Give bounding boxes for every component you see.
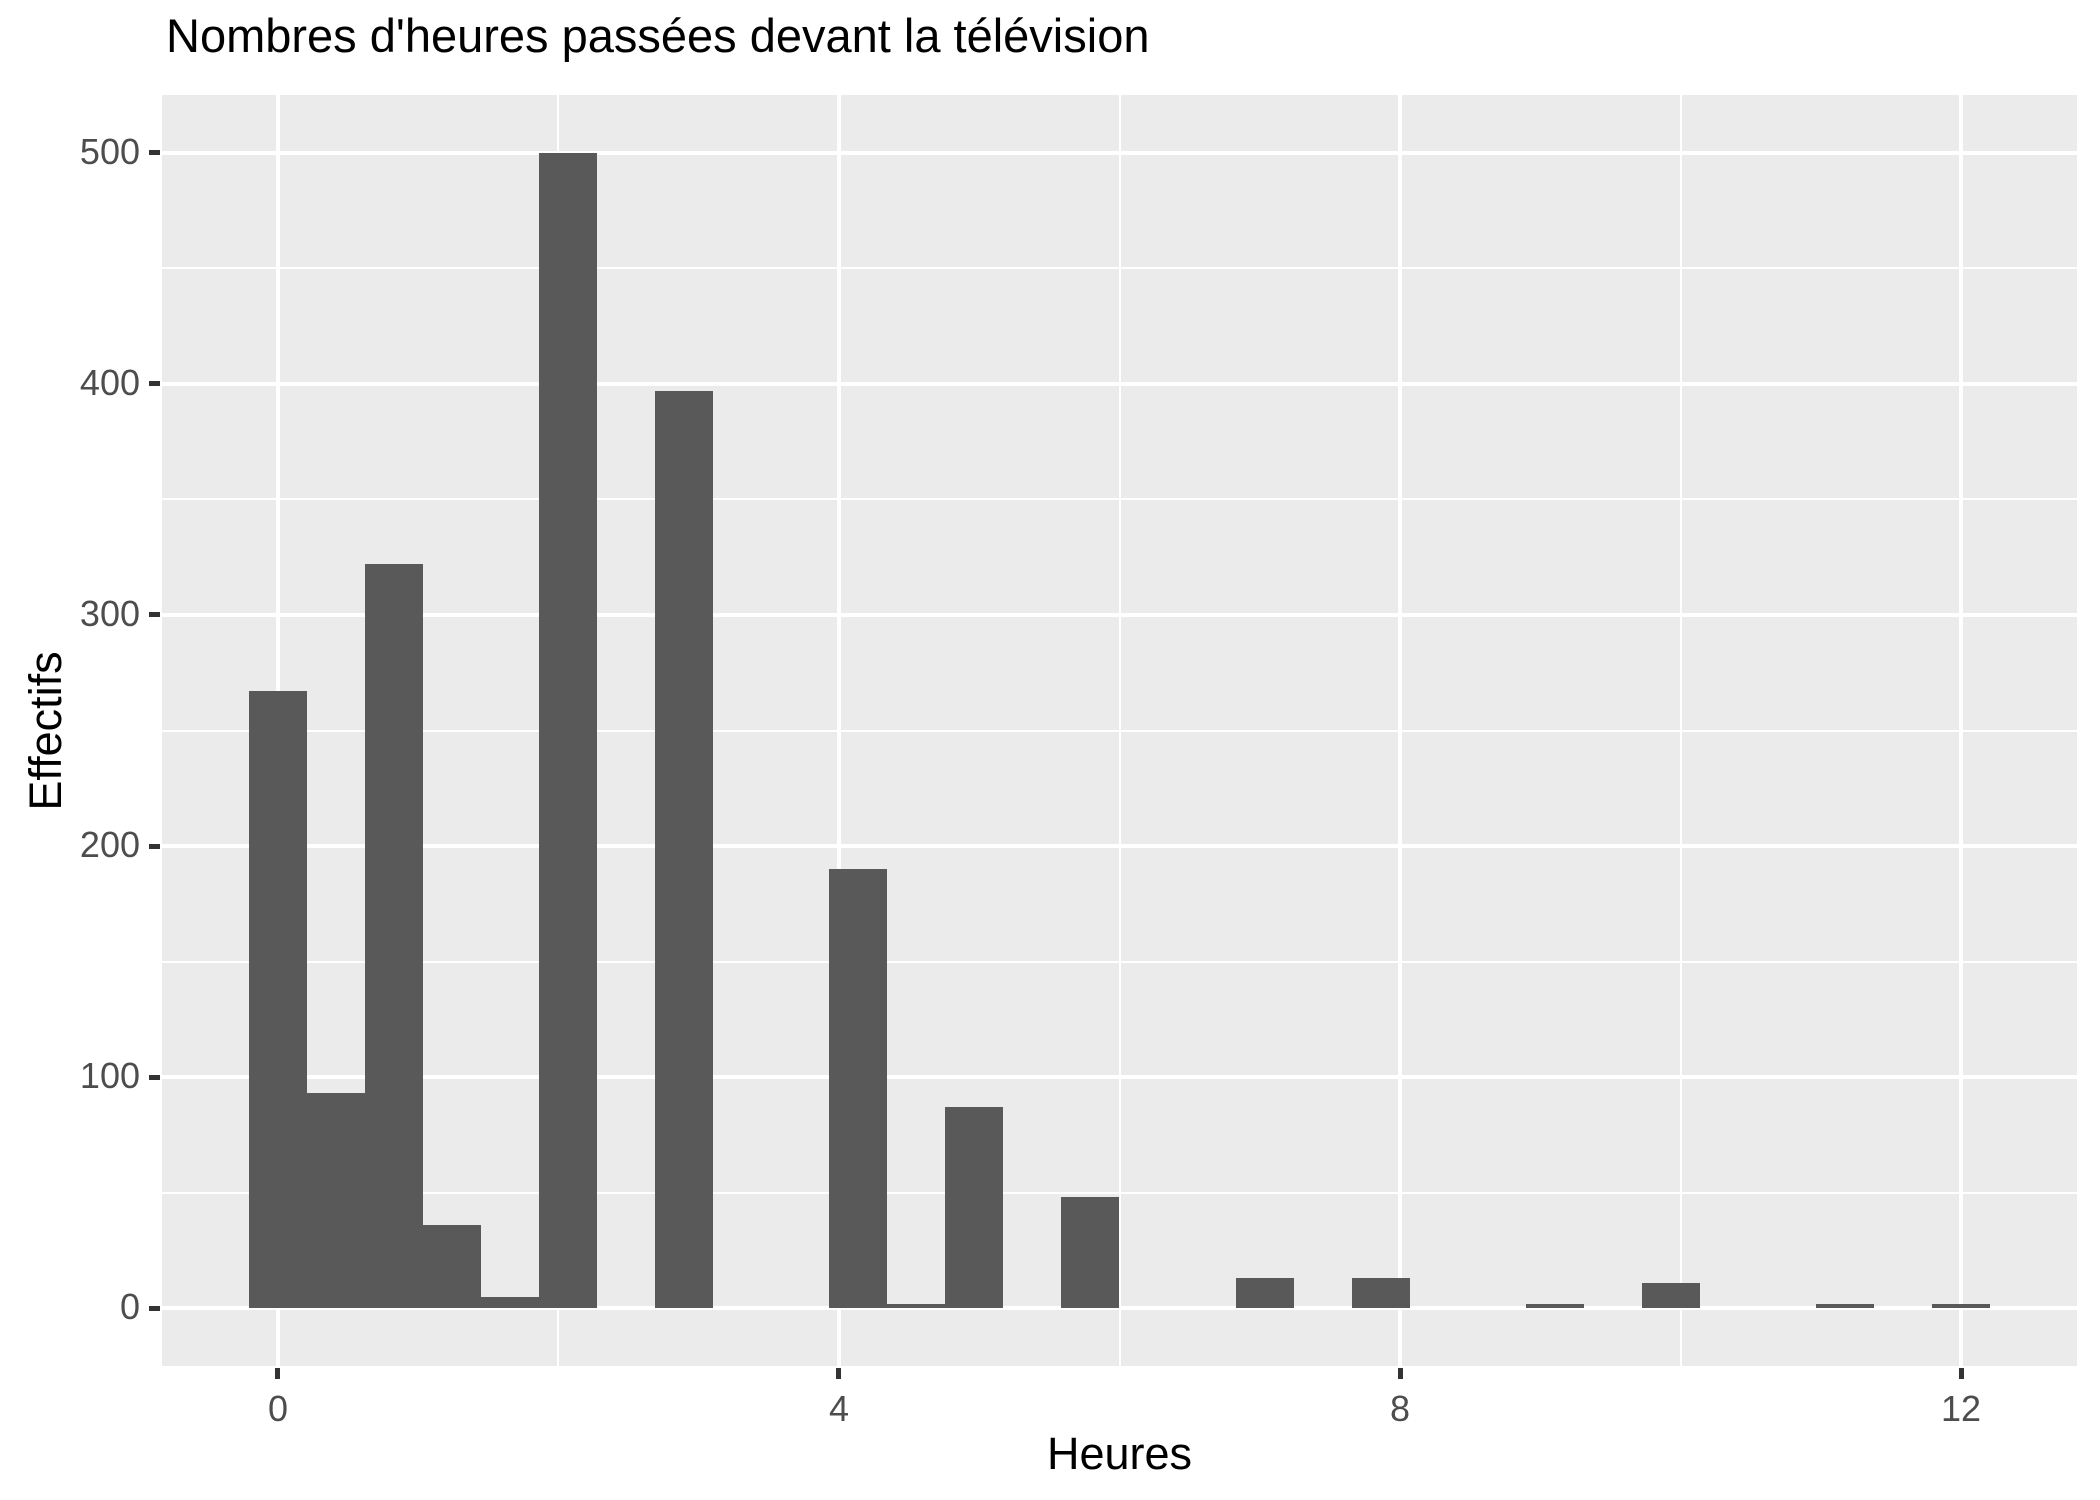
- histogram-bar: [829, 869, 888, 1309]
- x-tick-mark: [1958, 1368, 1964, 1379]
- y-tick-mark: [149, 843, 160, 849]
- x-tick-mark: [836, 1368, 842, 1379]
- y-tick-label: 200: [79, 824, 140, 866]
- y-tick-label: 400: [79, 361, 140, 403]
- histogram-bar: [1351, 1278, 1410, 1309]
- histogram-bar: [365, 564, 424, 1309]
- histogram-bar: [1525, 1303, 1584, 1309]
- histogram-bar: [539, 152, 598, 1309]
- x-minor-gridline: [1679, 95, 1682, 1366]
- x-minor-gridline: [1118, 95, 1121, 1366]
- x-tick-mark: [275, 1368, 281, 1379]
- x-major-gridline: [836, 95, 841, 1366]
- plot-title: Nombres d'heures passées devant la télév…: [166, 9, 1150, 62]
- histogram-bar: [248, 691, 307, 1309]
- histogram-bar: [1931, 1303, 1991, 1309]
- y-tick-label: 100: [79, 1055, 140, 1097]
- x-tick-label: 4: [828, 1388, 849, 1429]
- x-tick-label: 8: [1389, 1388, 1411, 1429]
- x-tick-label: 12: [1940, 1388, 1982, 1429]
- histogram-bar: [481, 1296, 540, 1309]
- x-major-gridline: [1398, 95, 1402, 1366]
- plot-panel: [162, 95, 2077, 1366]
- y-tick-mark: [149, 150, 160, 156]
- x-major-gridline: [1959, 95, 1963, 1366]
- histogram-bar: [307, 1093, 366, 1309]
- y-tick-mark: [149, 612, 160, 618]
- histogram-bar: [655, 390, 714, 1309]
- y-axis-title: Effectifs: [20, 650, 71, 811]
- y-tick-mark: [149, 1074, 160, 1080]
- histogram-bar: [887, 1303, 946, 1309]
- y-tick-mark: [149, 381, 160, 387]
- histogram-bar: [1815, 1303, 1874, 1309]
- x-tick-mark: [1397, 1368, 1403, 1379]
- histogram-bar: [423, 1225, 482, 1309]
- histogram-bar: [945, 1107, 1004, 1309]
- x-axis-title: Heures: [1046, 1428, 1193, 1479]
- y-tick-label: 0: [119, 1286, 140, 1328]
- y-tick-mark: [149, 1305, 160, 1311]
- y-tick-label: 300: [79, 592, 140, 634]
- histogram-bar: [1641, 1282, 1700, 1309]
- y-tick-label: 500: [79, 130, 140, 172]
- x-tick-label: 0: [267, 1388, 288, 1429]
- histogram-bar: [1235, 1278, 1294, 1309]
- histogram-bar: [1061, 1197, 1120, 1309]
